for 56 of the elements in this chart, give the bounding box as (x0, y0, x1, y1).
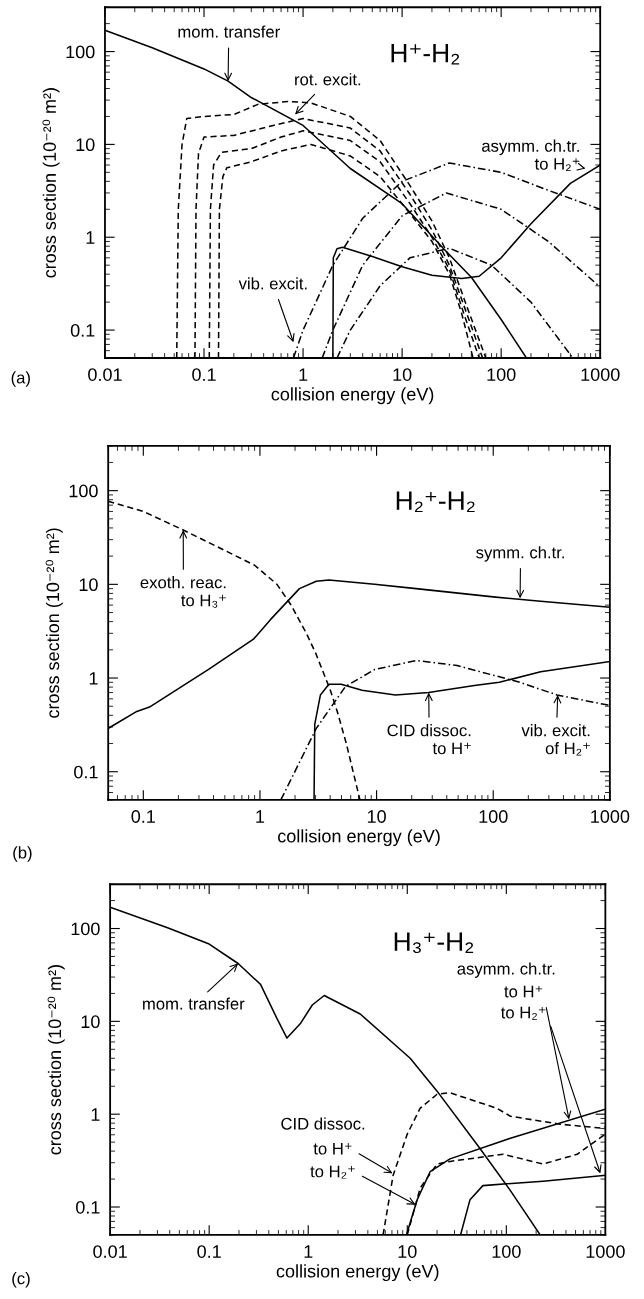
text: (c) (12, 1272, 30, 1288)
annotation: to H₂⁺ (500, 1006, 546, 1020)
annotation: asymm. ch.tr. to H₂⁺ (482, 139, 580, 172)
y-tick-label: 0.1 (76, 1200, 100, 1214)
x-tick-label: 100 (492, 1245, 521, 1258)
x-tick-label: 1 (256, 810, 265, 823)
text: (b) (13, 846, 32, 862)
x-tick-label: 100 (487, 368, 516, 381)
x-tick-label: 10 (393, 368, 412, 381)
x-tick-label: 1000 (586, 1245, 625, 1258)
y-tick-label: 10 (81, 1015, 100, 1029)
annotation: exoth. reac. to H₃⁺ (140, 576, 226, 608)
y-tick-label: 10 (76, 138, 95, 152)
text: H₃⁺-H₂ (394, 932, 474, 954)
annotation: symm. ch.tr. (476, 546, 564, 562)
x-tick-label: 1000 (581, 368, 620, 381)
x-tick-label: 0.1 (131, 810, 155, 823)
x-tick-label: 1 (299, 368, 308, 381)
x-tick-label: 10 (367, 810, 386, 823)
annotation: mom. transfer (143, 997, 245, 1010)
x-tick-label: 100 (479, 810, 508, 823)
annotation: to H₂⁺ (310, 1165, 355, 1179)
y-tick-label: 0.1 (70, 323, 95, 337)
y-axis-title: cross section (10⁻²⁰ m²) (47, 965, 65, 1155)
annotation: mom. transfer (178, 25, 280, 38)
y-tick-label: 100 (66, 45, 95, 59)
annotation: to H⁺ (504, 985, 543, 998)
y-tick-label: 100 (69, 484, 98, 498)
annotation: CID dissoc. (281, 1117, 365, 1130)
y-tick-label: 0.1 (74, 765, 98, 779)
x-tick-label: 0.1 (197, 1245, 221, 1258)
x-tick-label: 0.01 (93, 1245, 127, 1258)
x-axis-title: collision energy (eV) (276, 1264, 439, 1282)
annotation: vib. excit. (238, 277, 307, 290)
y-axis-title: cross section (10⁻²⁰ m²) (45, 528, 63, 718)
annotation: vib. excit. of H₂⁺ (521, 724, 590, 756)
x-axis-title: collision energy (eV) (278, 829, 440, 847)
annotation: CID dissoc. to H⁺ (387, 724, 471, 755)
y-tick-label: 1 (89, 672, 98, 685)
annotation: asymm. ch.tr. (457, 962, 555, 978)
x-tick-label: 1000 (591, 810, 630, 823)
annotation: to H⁺ (313, 1142, 352, 1155)
y-tick-label: 10 (79, 578, 98, 592)
text: H⁺-H₂ (391, 43, 460, 65)
text: H₂⁺-H₂ (396, 491, 475, 513)
annotation: rot. excit. (295, 73, 361, 86)
x-tick-label: 0.01 (88, 368, 122, 381)
x-tick-label: 0.1 (192, 368, 216, 381)
y-tick-label: 1 (91, 1108, 100, 1121)
y-tick-label: 100 (71, 922, 100, 936)
x-tick-label: 1 (304, 1245, 313, 1258)
y-axis-title: cross section (10⁻²⁰ m²) (42, 88, 60, 278)
x-tick-label: 10 (398, 1245, 417, 1258)
x-axis-title: collision energy (eV) (271, 387, 434, 405)
text: (a) (11, 371, 30, 387)
y-tick-label: 1 (86, 231, 95, 244)
